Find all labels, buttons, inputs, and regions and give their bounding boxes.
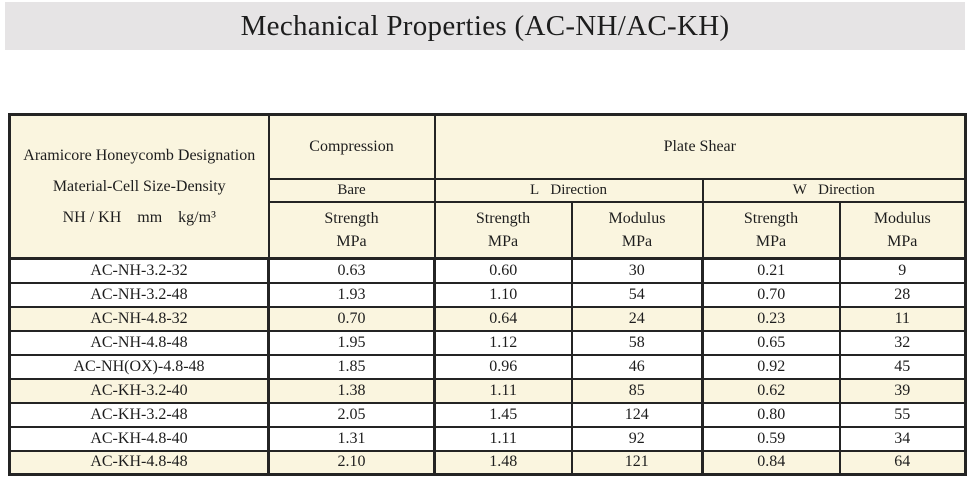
l-direction-strength-cell: 1.45 — [433, 401, 573, 428]
compression-strength-cell: 1.93 — [267, 281, 436, 308]
table-row: AC-NH-3.2-32 0.63 0.60 30 0.21 9 — [8, 257, 967, 284]
w-direction-strength-cell: 0.59 — [701, 425, 841, 452]
designation-cell: AC-NH-4.8-32 — [8, 305, 270, 332]
designation-cell: AC-KH-3.2-40 — [8, 377, 270, 404]
l-direction-modulus-cell: 121 — [570, 449, 704, 476]
w-direction-strength-cell: 0.84 — [701, 449, 841, 476]
table-row: AC-KH-3.2-48 2.05 1.45 124 0.80 55 — [8, 401, 967, 428]
designation-cell: AC-KH-4.8-40 — [8, 425, 270, 452]
table-row: AC-NH-3.2-48 1.93 1.10 54 0.70 28 — [8, 281, 967, 308]
compression-strength-cell: 0.63 — [267, 257, 436, 284]
w-direction-strength-cell: 0.70 — [701, 281, 841, 308]
l-direction-strength-cell: 1.10 — [433, 281, 573, 308]
w-direction-header: W Direction — [701, 177, 967, 203]
designation-cell: AC-NH(OX)-4.8-48 — [8, 353, 270, 380]
strength-label: Strength — [324, 209, 379, 227]
unit-label: MPa — [755, 232, 787, 250]
w-direction-strength-cell: 0.21 — [701, 257, 841, 284]
l-direction-modulus-cell: 54 — [570, 281, 704, 308]
designation-column-header: Aramicore Honeycomb Designation Material… — [8, 113, 270, 260]
l-direction-strength-cell: 0.64 — [433, 305, 573, 332]
w-direction-modulus-cell: 32 — [838, 329, 967, 356]
compression-strength-cell: 0.70 — [267, 305, 436, 332]
compression-strength-cell: 2.05 — [267, 401, 436, 428]
designation-cell: AC-KH-4.8-48 — [8, 449, 270, 476]
designation-cell: AC-NH-3.2-32 — [8, 257, 270, 284]
modulus-label: Modulus — [873, 209, 931, 227]
l-strength-header: Strength MPa — [433, 200, 573, 260]
compression-strength-cell: 1.38 — [267, 377, 436, 404]
table-row: AC-KH-3.2-40 1.38 1.11 85 0.62 39 — [8, 377, 967, 404]
compression-strength-cell: 1.95 — [267, 329, 436, 356]
bare-header: Bare — [267, 177, 436, 203]
l-direction-modulus-cell: 58 — [570, 329, 704, 356]
plate-shear-header: Plate Shear — [433, 113, 967, 180]
unit-label: MPa — [487, 232, 519, 250]
l-direction-modulus-cell: 124 — [570, 401, 704, 428]
compression-header: Compression — [267, 113, 436, 180]
l-direction-modulus-cell: 85 — [570, 377, 704, 404]
w-direction-modulus-cell: 28 — [838, 281, 967, 308]
l-direction-modulus-cell: 92 — [570, 425, 704, 452]
l-direction-strength-cell: 1.48 — [433, 449, 573, 476]
designation-header-line1: Aramicore Honeycomb Designation — [23, 146, 256, 164]
designation-header-line2: Material-Cell Size-Density — [52, 177, 226, 195]
w-direction-strength-cell: 0.65 — [701, 329, 841, 356]
w-direction-modulus-cell: 11 — [838, 305, 967, 332]
w-strength-header: Strength MPa — [701, 200, 841, 260]
l-direction-header: L Direction — [433, 177, 704, 203]
mechanical-properties-table: Aramicore Honeycomb Designation Material… — [8, 113, 968, 476]
w-direction-modulus-cell: 39 — [838, 377, 967, 404]
l-direction-strength-cell: 1.12 — [433, 329, 573, 356]
table-row: AC-KH-4.8-40 1.31 1.11 92 0.59 34 — [8, 425, 967, 452]
modulus-label: Modulus — [608, 209, 666, 227]
l-direction-strength-cell: 1.11 — [433, 425, 573, 452]
l-direction-modulus-cell: 46 — [570, 353, 704, 380]
l-direction-strength-cell: 0.96 — [433, 353, 573, 380]
designation-cell: AC-KH-3.2-48 — [8, 401, 270, 428]
unit-label: MPa — [336, 232, 367, 250]
compression-strength-cell: 1.31 — [267, 425, 436, 452]
compression-strength-cell: 2.10 — [267, 449, 436, 476]
title-banner: Mechanical Properties (AC-NH/AC-KH) — [5, 2, 965, 50]
page-title: Mechanical Properties (AC-NH/AC-KH) — [240, 9, 730, 42]
w-direction-modulus-cell: 64 — [838, 449, 967, 476]
l-direction-strength-cell: 0.60 — [433, 257, 573, 284]
strength-label: Strength — [475, 209, 531, 227]
l-direction-modulus-cell: 24 — [570, 305, 704, 332]
w-direction-strength-cell: 0.92 — [701, 353, 841, 380]
w-direction-modulus-cell: 45 — [838, 353, 967, 380]
unit-label: MPa — [621, 232, 653, 250]
w-direction-strength-cell: 0.23 — [701, 305, 841, 332]
l-direction-modulus-cell: 30 — [570, 257, 704, 284]
w-direction-strength-cell: 0.62 — [701, 377, 841, 404]
l-direction-strength-cell: 1.11 — [433, 377, 573, 404]
designation-header-line3: NH / KH mm kg/m³ — [62, 208, 216, 226]
compression-strength-cell: 1.85 — [267, 353, 436, 380]
w-modulus-header: Modulus MPa — [838, 200, 967, 260]
designation-cell: AC-NH-4.8-48 — [8, 329, 270, 356]
table-row: AC-NH-4.8-32 0.70 0.64 24 0.23 11 — [8, 305, 967, 332]
w-direction-modulus-cell: 34 — [838, 425, 967, 452]
table-row: AC-KH-4.8-48 2.10 1.48 121 0.84 64 — [8, 449, 967, 476]
designation-cell: AC-NH-3.2-48 — [8, 281, 270, 308]
w-direction-modulus-cell: 9 — [838, 257, 967, 284]
table-row: AC-NH(OX)-4.8-48 1.85 0.96 46 0.92 45 — [8, 353, 967, 380]
compression-strength-header: Strength MPa — [267, 200, 436, 260]
w-direction-strength-cell: 0.80 — [701, 401, 841, 428]
l-modulus-header: Modulus MPa — [570, 200, 704, 260]
strength-label: Strength — [743, 209, 799, 227]
w-direction-modulus-cell: 55 — [838, 401, 967, 428]
unit-label: MPa — [887, 232, 918, 250]
table-row: AC-NH-4.8-48 1.95 1.12 58 0.65 32 — [8, 329, 967, 356]
table-body: AC-NH-3.2-32 0.63 0.60 30 0.21 9 AC-NH-3.2-48 1… — [8, 257, 967, 476]
